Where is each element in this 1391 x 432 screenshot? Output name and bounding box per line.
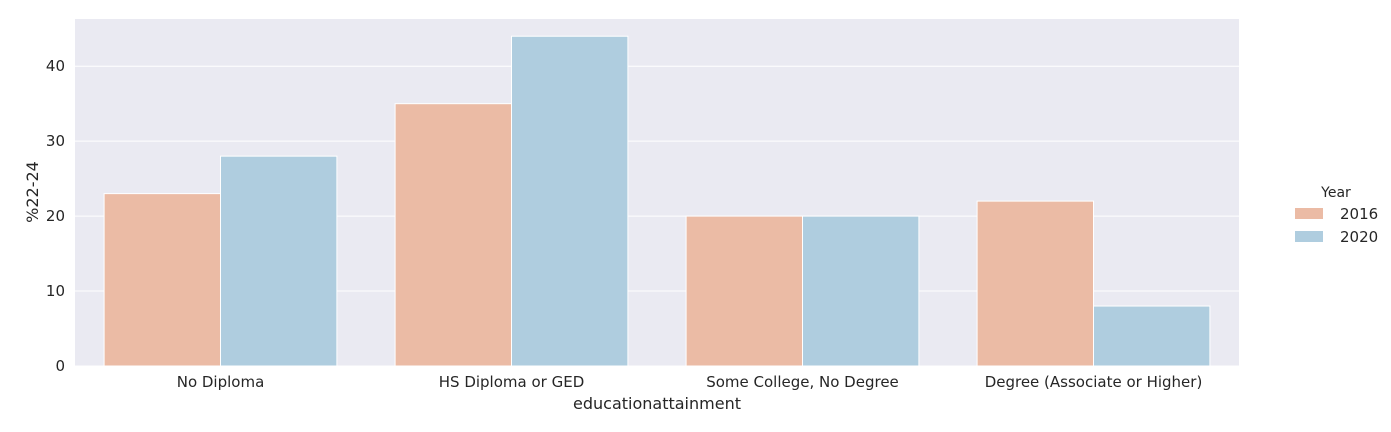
legend-title: Year — [1320, 185, 1351, 201]
x-tick-label: Degree (Associate or Higher) — [985, 373, 1203, 391]
y-tick-label: 20 — [46, 207, 65, 225]
x-tick-label: Some College, No Degree — [706, 373, 899, 391]
legend-swatch-2020 — [1295, 231, 1323, 242]
legend-label-2016: 2016 — [1340, 205, 1378, 223]
bar-2016-3 — [685, 215, 803, 367]
bars — [103, 35, 1211, 367]
y-tick-label: 10 — [46, 282, 65, 300]
legend: Year 2016 2020 — [1295, 185, 1378, 246]
bar-2016-1 — [103, 193, 221, 367]
bar-2020-1 — [220, 155, 338, 367]
x-axis-label: educationattainment — [573, 394, 741, 413]
y-tick-label: 30 — [46, 132, 65, 150]
bar-2016-4 — [976, 200, 1094, 367]
bar-2020-3 — [802, 215, 920, 367]
y-axis-ticks: 0 10 20 30 40 — [46, 57, 65, 375]
x-tick-label: No Diploma — [177, 373, 265, 391]
y-tick-label: 0 — [55, 357, 65, 375]
legend-swatch-2016 — [1295, 208, 1323, 219]
y-axis-label: %22-24 — [23, 161, 42, 223]
x-tick-label: HS Diploma or GED — [439, 373, 585, 391]
bar-2020-2 — [511, 35, 629, 367]
x-axis-ticks: No Diploma HS Diploma or GED Some College,… — [177, 373, 1203, 391]
y-tick-label: 40 — [46, 57, 65, 75]
legend-label-2020: 2020 — [1340, 228, 1378, 246]
bar-2016-2 — [394, 103, 513, 367]
bar-2020-4 — [1093, 305, 1211, 367]
